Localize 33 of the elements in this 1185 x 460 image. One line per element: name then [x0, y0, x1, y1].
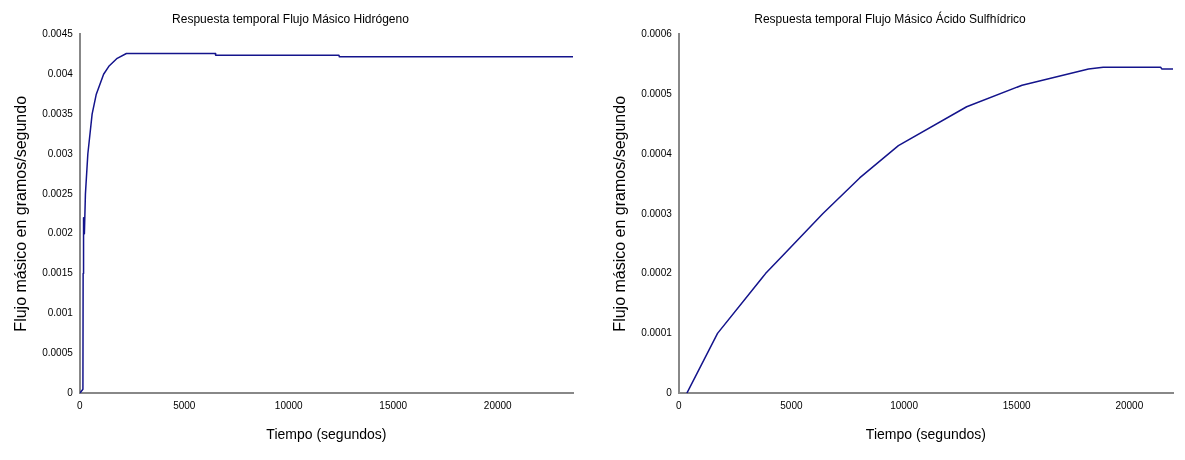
- x-tick-label: 0: [77, 399, 83, 411]
- y-tick-label: 0: [666, 386, 673, 398]
- x-axis-title: Tiempo (segundos): [865, 426, 986, 443]
- x-tick-label: 20000: [483, 399, 513, 411]
- x-tick-label: 0: [676, 399, 682, 411]
- y-tick-label: 0.001: [47, 307, 74, 319]
- y-tick-label: 0.003: [47, 147, 74, 159]
- chart-title: Respuesta temporal Flujo Másico Ácido Sulfhídrico: [754, 10, 1027, 26]
- y-tick-label: 0.0035: [42, 107, 74, 119]
- x-axis-title: Tiempo (segundos): [266, 426, 387, 443]
- x-tick-label: 15000: [379, 399, 408, 411]
- y-tick-label: 0: [67, 386, 74, 398]
- y-tick-label: 0.0045: [42, 28, 74, 40]
- y-tick-label: 0.0001: [641, 327, 673, 339]
- y-tick-label: 0.0005: [641, 87, 673, 99]
- x-tick-label: 5000: [780, 399, 803, 411]
- y-tick-label: 0.002: [47, 227, 74, 239]
- y-tick-label: 0.0002: [641, 267, 673, 279]
- y-tick-label: 0.0025: [42, 187, 74, 199]
- x-tick-label: 20000: [1115, 399, 1144, 411]
- y-tick-label: 0.0015: [42, 267, 74, 279]
- y-tick-label: 0.0004: [641, 147, 673, 159]
- y-tick-label: 0.0006: [641, 28, 673, 40]
- y-axis-title: Flujo másico en gramos/segundo: [12, 95, 30, 332]
- y-tick-label: 0.0005: [42, 347, 74, 359]
- x-tick-label: 5000: [173, 399, 196, 411]
- x-tick-label: 15000: [1002, 399, 1032, 411]
- x-tick-label: 10000: [890, 399, 919, 411]
- y-tick-label: 0.0003: [641, 207, 673, 219]
- y-tick-label: 0.004: [47, 68, 74, 80]
- x-tick-label: 10000: [274, 399, 304, 411]
- y-axis-title: Flujo másico en gramos/segundo: [611, 95, 629, 332]
- chart-title: Respuesta temporal Flujo Másico Hidrógeno: [172, 11, 410, 26]
